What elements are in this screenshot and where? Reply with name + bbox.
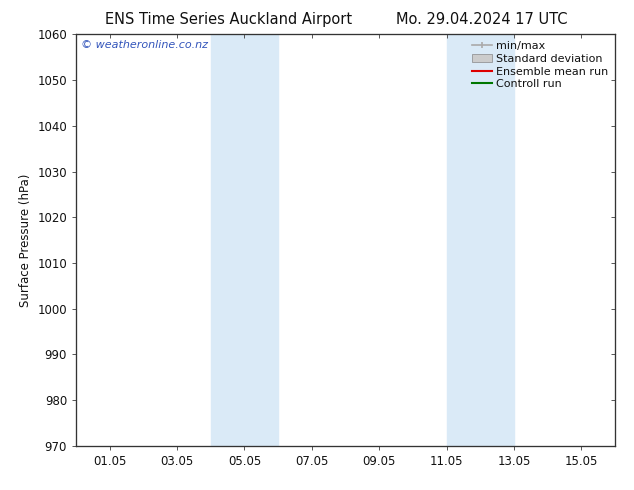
Bar (446, 34, 514, 446)
Y-axis label: Surface Pressure (hPa): Surface Pressure (hPa) (19, 173, 32, 307)
Text: ENS Time Series Auckland Airport: ENS Time Series Auckland Airport (105, 12, 352, 27)
Bar (210, 34, 278, 446)
Text: Mo. 29.04.2024 17 UTC: Mo. 29.04.2024 17 UTC (396, 12, 567, 27)
Legend: min/max, Standard deviation, Ensemble mean run, Controll run: min/max, Standard deviation, Ensemble me… (469, 38, 612, 93)
Text: © weatheronline.co.nz: © weatheronline.co.nz (81, 41, 209, 50)
